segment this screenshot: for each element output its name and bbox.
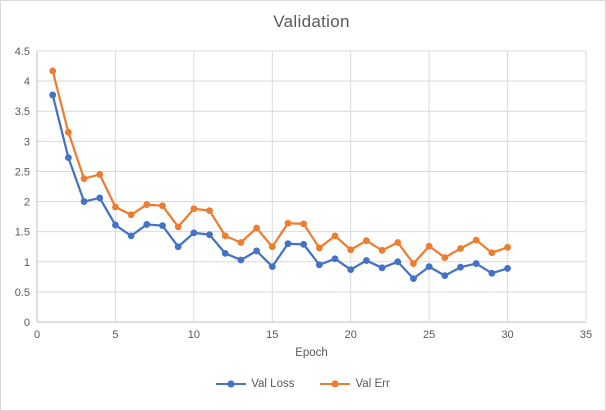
data-point-val-loss (237, 256, 245, 264)
data-point-val-err (472, 236, 480, 244)
data-point-val-err (159, 202, 166, 210)
data-point-val-loss (253, 247, 260, 255)
data-point-val-loss (504, 265, 511, 272)
data-point-val-loss (159, 222, 166, 230)
data-point-val-loss (378, 264, 386, 272)
data-point-val-loss (300, 240, 308, 248)
data-point-val-loss (190, 229, 198, 237)
data-point-val-loss (268, 263, 276, 270)
legend-label-val-loss: Val Loss (251, 378, 295, 390)
x-tick-label: 20 (345, 329, 357, 341)
x-tick-label: 15 (266, 329, 278, 341)
x-tick-label: 25 (423, 329, 435, 341)
y-tick-label: 4.5 (15, 46, 30, 58)
data-point-val-loss (363, 257, 370, 264)
data-point-val-err (206, 207, 213, 214)
x-tick-label: 0 (34, 329, 40, 341)
data-point-val-loss (284, 240, 292, 248)
data-point-val-err (284, 219, 292, 227)
data-point-val-err (347, 246, 355, 254)
data-point-val-err (268, 243, 276, 251)
data-point-val-loss (347, 266, 355, 274)
y-tick-label: 0.5 (15, 287, 30, 299)
data-point-val-err (221, 232, 229, 240)
data-point-val-err (378, 246, 386, 254)
data-point-val-loss (143, 221, 151, 228)
x-axis-title: Epoch (295, 347, 328, 359)
series-line-val-err (51, 69, 509, 265)
data-point-val-err (425, 242, 433, 250)
legend-marker-val-loss (216, 380, 247, 388)
data-point-val-loss (96, 194, 104, 202)
data-point-val-loss (315, 261, 323, 269)
data-point-val-loss (112, 221, 119, 229)
data-point-val-err (49, 67, 57, 75)
data-point-val-loss (49, 91, 57, 99)
chart-title: Validation (273, 12, 350, 31)
data-point-val-loss (206, 231, 213, 239)
data-point-val-err (96, 171, 104, 178)
data-point-val-err (127, 211, 135, 219)
data-point-val-err (64, 128, 72, 136)
data-point-val-err (190, 205, 198, 213)
x-tick-label: 35 (580, 329, 592, 341)
y-tick-label: 0 (24, 317, 30, 329)
y-tick-label: 1 (24, 257, 30, 269)
data-point-val-loss (410, 275, 417, 283)
data-point-val-err (143, 201, 151, 208)
legend-item-val-loss: Val Loss (216, 378, 294, 390)
data-point-val-err (300, 220, 308, 228)
data-point-val-loss (394, 258, 402, 266)
data-point-val-err (174, 223, 182, 231)
legend: Val Loss Val Err (1, 378, 605, 390)
data-point-val-loss (127, 232, 135, 240)
series-line-val-loss (51, 93, 509, 280)
y-tick-label: 3.5 (15, 106, 30, 118)
data-point-val-err (363, 237, 370, 245)
data-point-val-loss (441, 272, 449, 280)
data-point-val-err (112, 203, 119, 211)
data-point-val-err (410, 260, 417, 267)
data-point-val-err (331, 232, 339, 240)
legend-marker-val-err (320, 380, 351, 388)
y-tick-label: 1.5 (15, 227, 30, 239)
data-point-val-loss (457, 263, 464, 271)
data-point-val-loss (64, 154, 72, 161)
data-point-val-err (80, 175, 88, 183)
data-point-val-err (441, 254, 449, 261)
data-point-val-err (488, 249, 496, 257)
data-point-val-err (504, 243, 511, 251)
data-point-val-loss (331, 255, 339, 263)
y-tick-label: 4 (24, 76, 30, 88)
y-tick-label: 2.5 (15, 166, 30, 178)
y-tick-label: 2 (24, 197, 30, 209)
data-point-val-err (394, 239, 402, 246)
data-point-val-loss (472, 260, 480, 267)
data-point-val-loss (488, 269, 496, 277)
data-point-val-err (237, 239, 245, 246)
data-point-val-loss (221, 249, 229, 257)
y-tick-label: 3 (24, 136, 30, 148)
legend-label-val-err: Val Err (355, 378, 390, 390)
data-point-val-loss (425, 263, 433, 270)
x-tick-label: 10 (188, 329, 200, 341)
data-point-val-err (457, 245, 464, 252)
legend-item-val-err: Val Err (320, 378, 390, 390)
x-tick-label: 30 (501, 329, 513, 341)
data-point-val-err (315, 244, 323, 252)
x-tick-label: 5 (112, 329, 118, 341)
data-point-val-err (253, 224, 260, 232)
data-point-val-loss (80, 198, 88, 205)
data-point-val-loss (174, 243, 182, 251)
